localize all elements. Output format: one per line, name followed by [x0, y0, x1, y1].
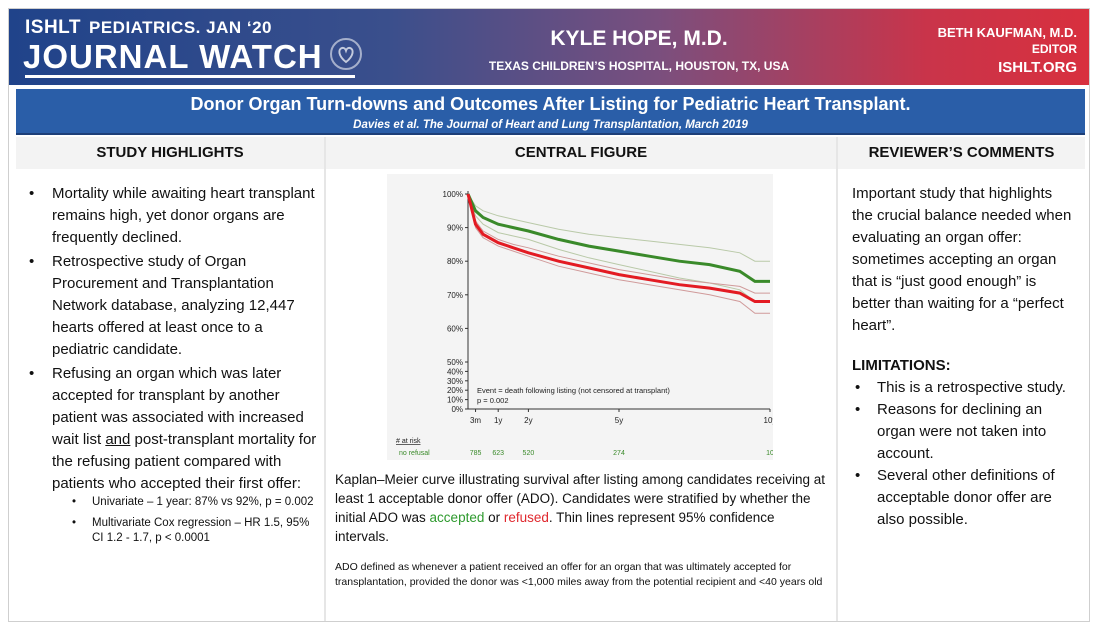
risk-count: 10 — [766, 450, 773, 457]
y-tick-label: 50% — [447, 358, 463, 367]
figure-caption: Kaplan–Meier curve illustrating survival… — [335, 472, 825, 544]
km-chart: 0%10%20%30%40%50% 60% 70% 80% 90% 100% 3m 1y 2y 5… — [396, 190, 776, 468]
slide: ISHLT PEDIATRICS. JAN ‘20 JOURNAL WATCH K… — [8, 8, 1090, 622]
y-tick-label: 40% — [447, 367, 463, 376]
accepted-label: accepted — [429, 510, 485, 525]
sub-item: Multivariate Cox regression – HR 1.5, 95… — [52, 516, 317, 546]
annotation-event: Event = death following listing (not cen… — [477, 386, 670, 395]
series-line — [466, 193, 770, 283]
limitations-title: LIMITATIONS: — [852, 357, 951, 374]
highlight-item: Refusing an organ which was later accept… — [27, 363, 317, 546]
comment-text: Important study that highlights the cruc… — [852, 185, 1072, 334]
y-tick-label: 60% — [447, 324, 463, 333]
risk-count: 623 — [492, 450, 504, 457]
brand-top: ISHLT PEDIATRICS. JAN ‘20 — [25, 17, 272, 39]
y-tick-label: 20% — [447, 386, 463, 395]
risk-count: 274 — [613, 450, 625, 457]
y-tick-label: 0% — [451, 405, 463, 414]
x-tick-label: 5y — [615, 416, 623, 425]
header: ISHLT PEDIATRICS. JAN ‘20 JOURNAL WATCH K… — [9, 9, 1089, 85]
comments-heading: REVIEWER’S COMMENTS — [838, 137, 1085, 169]
ci-lower-line — [467, 193, 770, 302]
risk-count: 785 — [470, 450, 482, 457]
annotation-p: p = 0.002 — [477, 396, 509, 405]
column-divider — [324, 137, 326, 621]
highlights-heading: STUDY HIGHLIGHTS — [16, 137, 324, 169]
x-tick-label: 3m — [470, 416, 481, 425]
author-institution: TEXAS CHILDREN’S HOSPITAL, HOUSTON, TX, … — [488, 59, 790, 73]
article-citation: Davies et al. The Journal of Heart and L… — [353, 119, 748, 131]
ci-lower-line — [467, 193, 770, 314]
heart-logo-icon — [330, 38, 362, 70]
limitation-item: This is a retrospective study. — [852, 377, 1074, 399]
ci-upper-line — [467, 193, 770, 294]
series-line — [466, 193, 770, 303]
highlight-item: Mortality while awaiting heart transplan… — [27, 183, 317, 249]
risk-series-label: no refusal — [399, 450, 430, 457]
figure-heading: CENTRAL FIGURE — [326, 137, 836, 169]
refused-label: refused — [503, 510, 549, 525]
article-title: Donor Organ Turn-downs and Outcomes Afte… — [190, 94, 911, 114]
column-divider — [836, 137, 838, 621]
sub-item: Univariate – 1 year: 87% vs 92%, p = 0.0… — [52, 495, 317, 510]
y-tick-label: 70% — [447, 291, 463, 300]
brand-title: JOURNAL WATCH — [23, 38, 323, 75]
editor-name: BETH KAUFMAN, M.D. — [937, 25, 1077, 40]
y-tick-label: 90% — [447, 224, 463, 233]
reviewer-comments: Important study that highlights the cruc… — [852, 183, 1074, 531]
highlight-item: Retrospective study of Organ Procurement… — [27, 251, 317, 361]
highlights-list: Mortality while awaiting heart transplan… — [27, 183, 317, 552]
risk-count: 520 — [523, 450, 535, 457]
y-tick-label: 30% — [447, 377, 463, 386]
brand-issue: PEDIATRICS. JAN ‘20 — [88, 18, 272, 37]
ado-definition: ADO defined as whenever a patient receiv… — [335, 561, 823, 588]
title-banner: Donor Organ Turn-downs and Outcomes Afte… — [16, 89, 1085, 135]
editor-role: EDITOR — [1031, 42, 1077, 56]
x-tick-label: 10y — [764, 416, 773, 425]
x-tick-label: 1y — [494, 416, 502, 425]
limitation-item: Several other definitions of acceptable … — [852, 465, 1074, 531]
x-tick-label: 2y — [524, 416, 532, 425]
risk-title: # at risk — [396, 438, 421, 445]
ci-upper-line — [467, 193, 770, 262]
central-figure: 0% 10% 20% 30% 40% 50% 60% 70% 80% 90% 100% 3m 1y 2y 5… — [387, 174, 776, 468]
site-link[interactable]: ISHLT.ORG — [998, 59, 1077, 76]
y-tick-label: 100% — [443, 190, 463, 199]
limitation-item: Reasons for declining an organ were not … — [852, 399, 1074, 465]
brand-underline — [25, 75, 355, 78]
editor-block: BETH KAUFMAN, M.D. EDITOR ISHLT.ORG — [938, 25, 1077, 76]
author-name: KYLE HOPE, M.D. — [550, 27, 728, 50]
author-block: KYLE HOPE, M.D. TEXAS CHILDREN’S HOSPITA… — [409, 27, 869, 73]
y-tick-label: 10% — [447, 396, 463, 405]
y-tick-label: 80% — [447, 257, 463, 266]
brand-org: ISHLT — [25, 17, 81, 38]
